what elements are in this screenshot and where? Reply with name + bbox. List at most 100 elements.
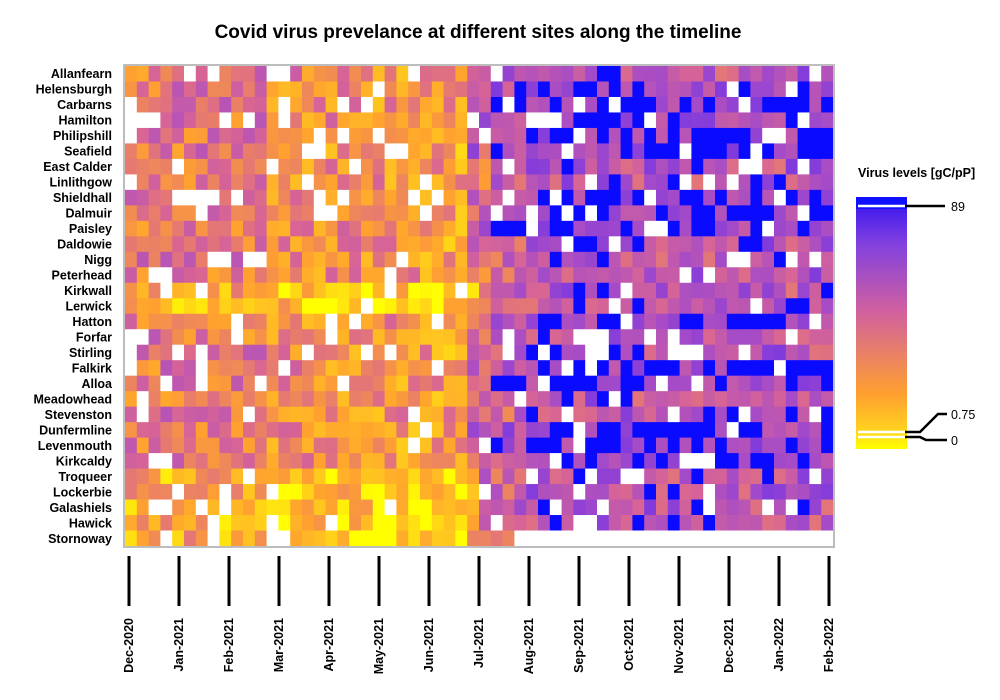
heatmap-cell: [361, 468, 374, 485]
heatmap-cell: [703, 81, 716, 98]
heatmap-cell: [243, 205, 256, 222]
heatmap-cell: [231, 112, 244, 129]
heatmap-cell: [266, 468, 279, 485]
heatmap-cell: [349, 96, 362, 113]
heatmap-cell: [738, 189, 751, 206]
heatmap-cell: [243, 174, 256, 191]
heatmap-cell: [632, 344, 645, 361]
heatmap-cell: [290, 406, 303, 423]
heatmap-cell: [726, 251, 739, 268]
heatmap-cell: [254, 112, 267, 129]
heatmap-cell: [361, 158, 374, 175]
heatmap-cell: [184, 66, 197, 82]
heatmap-cell: [644, 515, 657, 531]
heatmap-cell: [184, 174, 197, 191]
heatmap-cell: [325, 96, 338, 113]
heatmap-cell: [585, 220, 598, 237]
heatmap-cell: [372, 298, 385, 315]
heatmap-cell: [549, 313, 562, 330]
heatmap-cell: [349, 251, 362, 268]
heatmap-cell: [372, 66, 385, 82]
heatmap-cell: [195, 96, 208, 113]
heatmap-cell: [349, 220, 362, 237]
heatmap-cell: [679, 112, 692, 129]
heatmap-cell: [408, 344, 421, 361]
heatmap-cell: [797, 236, 810, 253]
heatmap-cell: [254, 360, 267, 377]
heatmap-cell: [691, 96, 704, 113]
heatmap-cell: [278, 375, 291, 392]
heatmap-cell: [538, 344, 551, 361]
heatmap-cell: [290, 453, 303, 469]
heatmap-cell: [573, 499, 586, 516]
heatmap-cell: [585, 127, 598, 144]
month-label: Sep-2021: [572, 618, 586, 673]
heatmap-cell: [608, 406, 621, 423]
heatmap-cell: [514, 313, 527, 330]
heatmap-cell: [538, 251, 551, 268]
heatmap-cell: [243, 391, 256, 408]
month-label: Mar-2021: [272, 618, 286, 672]
heatmap-cell: [679, 66, 692, 82]
heatmap-cell: [585, 267, 598, 284]
heatmap-cell: [774, 112, 787, 129]
heatmap-cell: [184, 530, 197, 547]
heatmap-cell: [337, 360, 350, 377]
heatmap-cell: [313, 329, 326, 346]
heatmap-cell: [726, 220, 739, 237]
heatmap-cell: [467, 406, 480, 423]
heatmap-cell: [526, 313, 539, 330]
heatmap-cell: [207, 298, 220, 315]
heatmap-cell: [266, 143, 279, 160]
heatmap-cell: [254, 484, 267, 500]
heatmap-cell: [762, 220, 775, 237]
heatmap-cell: [538, 313, 551, 330]
heatmap-cell: [172, 158, 185, 175]
heatmap-cell: [443, 96, 456, 113]
heatmap-cell: [290, 66, 303, 82]
heatmap-cell: [231, 66, 244, 82]
heatmap-cell: [266, 530, 279, 547]
heatmap-cell: [337, 251, 350, 268]
heatmap-cell: [597, 158, 610, 175]
heatmap-cell: [431, 375, 444, 392]
heatmap-cell: [325, 453, 338, 469]
heatmap-cell: [608, 298, 621, 315]
heatmap-cell: [302, 499, 315, 516]
heatmap-cell: [632, 329, 645, 346]
heatmap-cell: [136, 236, 149, 253]
heatmap-cell: [278, 515, 291, 531]
site-label: Daldowie: [57, 238, 112, 252]
heatmap-cell: [608, 96, 621, 113]
heatmap-cell: [585, 298, 598, 315]
heatmap-cell: [160, 143, 173, 160]
heatmap-cell: [207, 437, 220, 454]
heatmap-cell: [160, 329, 173, 346]
heatmap-cell: [361, 298, 374, 315]
site-label: Stirling: [69, 346, 112, 360]
heatmap-cell: [762, 158, 775, 175]
heatmap-cell: [644, 484, 657, 500]
heatmap-cell: [573, 360, 586, 377]
heatmap-cell: [302, 515, 315, 531]
heatmap-cell: [502, 437, 515, 454]
heatmap-cell: [703, 220, 716, 237]
heatmap-cell: [231, 189, 244, 206]
heatmap-cell: [302, 360, 315, 377]
heatmap-cell: [172, 298, 185, 315]
heatmap-cell: [455, 298, 468, 315]
heatmap-cell: [184, 468, 197, 485]
site-label: Hawick: [69, 516, 112, 530]
month-label: Nov-2021: [672, 618, 686, 674]
heatmap-cell: [372, 453, 385, 469]
heatmap-cell: [266, 406, 279, 423]
heatmap-cell: [172, 81, 185, 98]
heatmap-cell: [691, 437, 704, 454]
heatmap-cell: [632, 66, 645, 82]
heatmap-cell: [278, 499, 291, 516]
heatmap-cell: [632, 127, 645, 144]
heatmap-cell: [774, 251, 787, 268]
heatmap-cell: [219, 66, 232, 82]
heatmap-cell: [490, 174, 503, 191]
heatmap-cell: [125, 143, 138, 160]
